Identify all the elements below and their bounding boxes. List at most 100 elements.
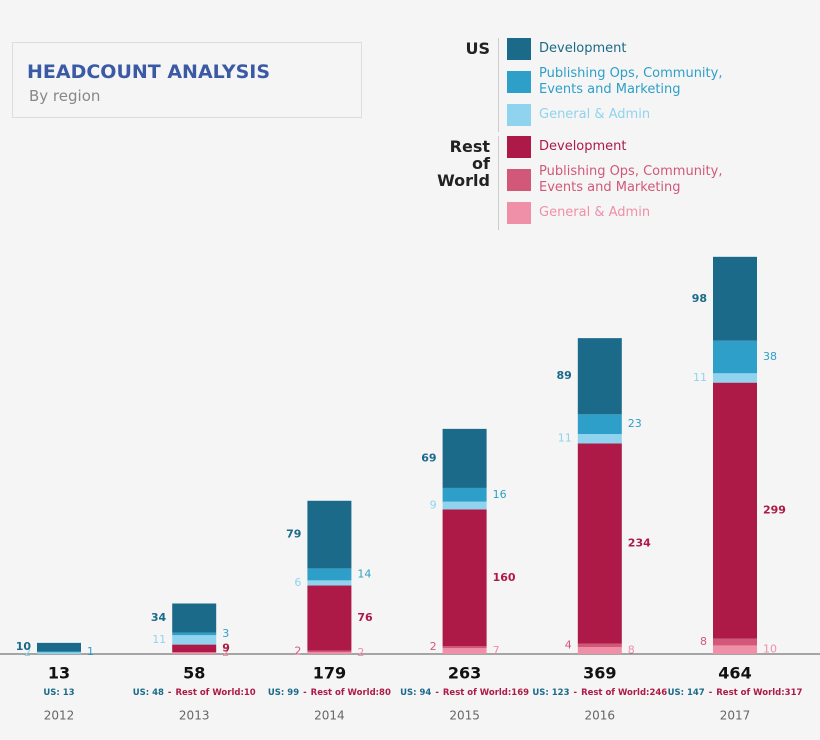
legend-group: US Development Publishing Ops, Community, … (410, 38, 740, 132)
row-note: Rest of World:169 (443, 688, 529, 698)
bar-segment (307, 500, 352, 569)
value-label: 4 (565, 638, 572, 651)
value-label: 6 (294, 576, 301, 589)
legend-swatch (507, 169, 531, 191)
legend-item: Publishing Ops, Community, Events and Ma… (507, 66, 739, 98)
bar-segment (577, 414, 622, 435)
legend-swatch (507, 136, 531, 158)
value-label: 76 (357, 611, 373, 624)
bar-segment (307, 650, 352, 653)
value-label: 14 (357, 567, 371, 580)
legend-label: Development (539, 139, 627, 154)
bar-segment (713, 340, 757, 374)
bar-segment (577, 434, 622, 444)
total-label: 13 (48, 664, 70, 683)
bar-segment (713, 645, 757, 654)
value-label: 2 (430, 640, 437, 653)
bar-segment (577, 443, 622, 644)
bar-segment (37, 642, 81, 652)
legend-swatch (507, 71, 531, 93)
value-label: 89 (556, 369, 571, 382)
value-label: 11 (152, 633, 166, 646)
bar-segment (442, 648, 487, 654)
total-label: 179 (313, 664, 346, 683)
total-label: 464 (718, 664, 751, 683)
legend-item: Development (507, 38, 739, 60)
row-note: Rest of World:246 (581, 688, 667, 698)
value-label: 160 (493, 571, 516, 584)
note-separator: - (709, 688, 713, 698)
region-note: US: 48- Rest of World:10 (133, 688, 256, 698)
legend-group-name: Rest of World (432, 136, 499, 230)
legend-label: Publishing Ops, Community, Events and Ma… (539, 164, 723, 195)
legend-item: Development (507, 136, 739, 158)
legend-label: General & Admin (539, 205, 651, 220)
value-label: 16 (493, 488, 507, 501)
value-label: 23 (628, 417, 642, 430)
x-tick-label: 2017 (720, 709, 751, 723)
value-label: 234 (628, 537, 651, 550)
legend: US Development Publishing Ops, Community, … (410, 38, 740, 234)
value-label: 79 (286, 528, 301, 541)
bar-segment (442, 509, 487, 647)
legend-label: General & Admin (539, 107, 651, 122)
region-note: US: 13 (43, 688, 74, 698)
bar-segment (442, 646, 487, 649)
total-label: 369 (583, 664, 616, 683)
value-label: 34 (151, 611, 167, 624)
value-label: 2 (24, 646, 31, 659)
bar-segment (172, 652, 217, 654)
bar-segment (577, 647, 622, 654)
bar-segment (713, 256, 757, 341)
x-tick-label: 2013 (179, 709, 210, 723)
chart-subtitle: By region (29, 87, 101, 105)
bar-segment (442, 487, 487, 502)
bar-segment (713, 373, 757, 383)
bar-segment (577, 338, 622, 415)
legend-items: Development Publishing Ops, Community, Ev… (499, 136, 739, 230)
us-note: US: 48 (133, 688, 164, 698)
value-label: 9 (430, 498, 437, 511)
bar-segment (307, 652, 352, 654)
legend-items: Development Publishing Ops, Community, Ev… (499, 38, 739, 132)
region-note: US: 99- Rest of World:80 (268, 688, 391, 698)
title-box: HEADCOUNT ANALYSIS By region (12, 42, 362, 118)
bar-segment (307, 585, 352, 651)
x-tick-label: 2016 (585, 709, 616, 723)
bar-segment (577, 643, 622, 648)
value-label: 11 (693, 371, 707, 384)
row-note: Rest of World:80 (311, 688, 391, 698)
value-label: 2 (294, 644, 301, 657)
value-label: 2 (357, 646, 364, 659)
legend-swatch (507, 202, 531, 224)
legend-label: Publishing Ops, Community, Events and Ma… (539, 66, 723, 97)
legend-group-name: US (432, 38, 499, 132)
bar-segment (172, 632, 217, 636)
us-note: US: 147 (668, 688, 705, 698)
us-note: US: 99 (268, 688, 299, 698)
note-separator: - (574, 688, 578, 698)
legend-group: Rest of World Development Publishing Ops, … (410, 136, 740, 230)
value-label: 10 (763, 643, 777, 656)
value-label: 38 (763, 350, 777, 363)
bar-segment (713, 382, 757, 639)
value-label: 10 (16, 640, 32, 653)
x-tick-label: 2015 (449, 709, 480, 723)
region-note: US: 147- Rest of World:317 (668, 688, 803, 698)
value-label: 7 (493, 644, 500, 657)
bar-segment (442, 428, 487, 488)
value-label: 11 (558, 432, 572, 445)
row-note: Rest of World:317 (716, 688, 802, 698)
value-label: 299 (763, 504, 786, 517)
chart-title: HEADCOUNT ANALYSIS (27, 61, 271, 83)
legend-item: General & Admin (507, 202, 739, 224)
note-separator: - (435, 688, 439, 698)
bar-segment (307, 580, 352, 586)
value-label: 8 (628, 644, 635, 657)
legend-item: Publishing Ops, Community, Events and Ma… (507, 164, 739, 196)
bar-segment (37, 651, 81, 653)
us-note: US: 94 (400, 688, 431, 698)
total-label: 263 (448, 664, 481, 683)
